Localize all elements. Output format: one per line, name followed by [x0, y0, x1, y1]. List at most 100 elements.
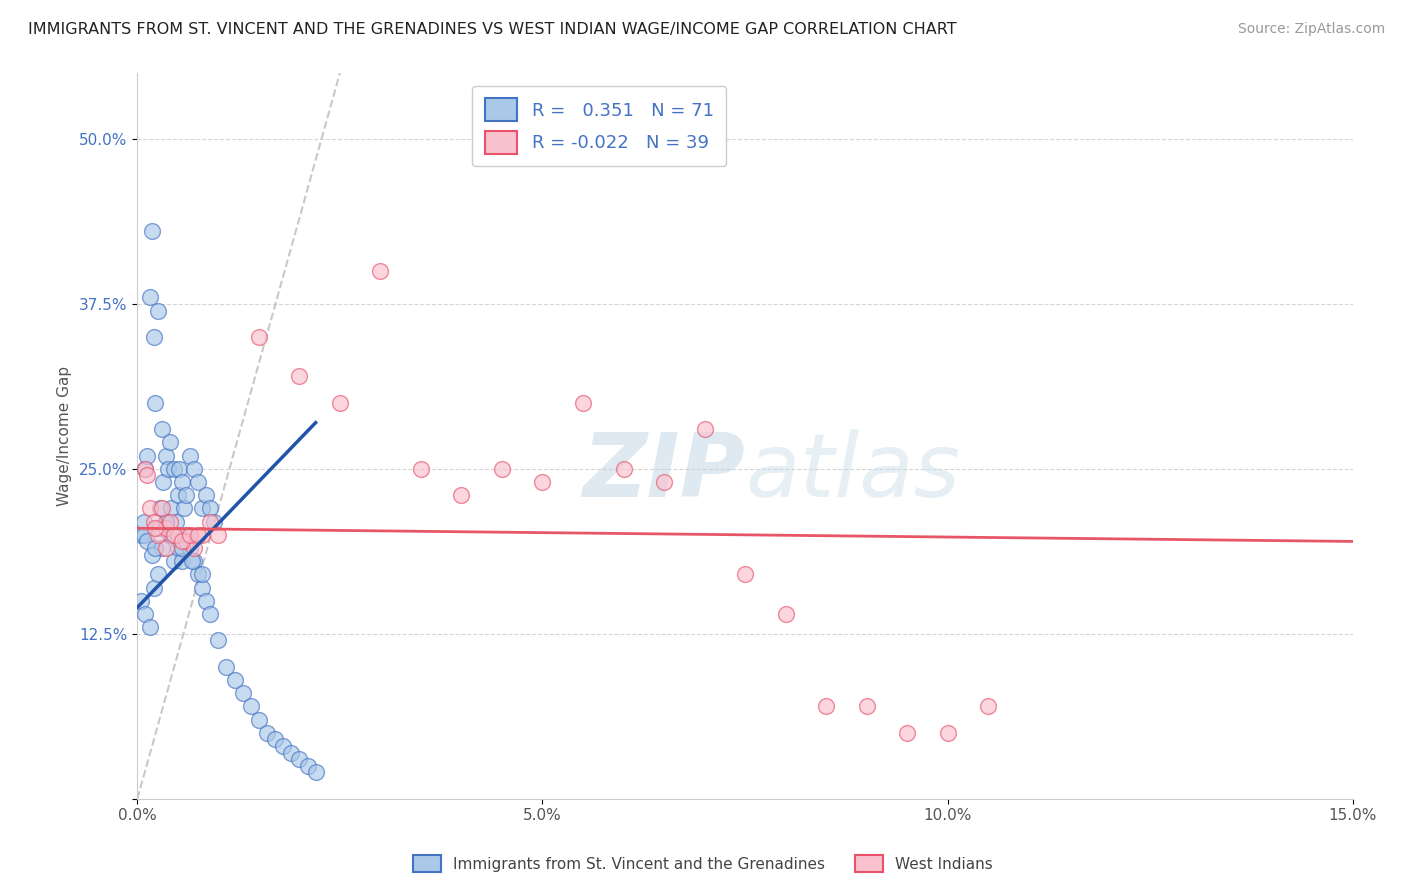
Point: [215, 660, 238, 674]
Point: [165, 515, 187, 529]
Point: [187, 475, 209, 489]
Point: [181, 554, 204, 568]
Point: [202, 515, 225, 529]
Point: [304, 765, 326, 780]
Point: [174, 534, 197, 549]
Point: [191, 581, 214, 595]
Point: [191, 528, 214, 542]
Text: IMMIGRANTS FROM ST. VINCENT AND THE GRENADINES VS WEST INDIAN WAGE/INCOME GAP CO: IMMIGRANTS FROM ST. VINCENT AND THE GREN…: [28, 22, 956, 37]
Legend: Immigrants from St. Vincent and the Grenadines, West Indians: Immigrants from St. Vincent and the Gren…: [405, 847, 1001, 880]
Point: [531, 475, 554, 489]
Point: [150, 501, 173, 516]
Point: [207, 633, 229, 648]
Legend: R =   0.351   N = 71, R = -0.022   N = 39: R = 0.351 N = 71, R = -0.022 N = 39: [472, 86, 727, 166]
Point: [142, 515, 165, 529]
Point: [179, 528, 201, 542]
Point: [200, 607, 222, 621]
Point: [224, 673, 246, 687]
Point: [329, 396, 352, 410]
Point: [134, 462, 156, 476]
Point: [131, 594, 153, 608]
Point: [132, 515, 155, 529]
Point: [138, 620, 160, 634]
Point: [143, 396, 166, 410]
Point: [167, 541, 190, 555]
Point: [200, 515, 222, 529]
Point: [207, 528, 229, 542]
Point: [155, 515, 177, 529]
Point: [149, 521, 172, 535]
Point: [187, 567, 209, 582]
Point: [297, 758, 319, 772]
Point: [170, 554, 193, 568]
Point: [167, 528, 190, 542]
Y-axis label: Wage/Income Gap: Wage/Income Gap: [58, 366, 72, 506]
Point: [936, 725, 959, 739]
Point: [195, 488, 218, 502]
Point: [146, 303, 169, 318]
Text: atlas: atlas: [745, 429, 960, 516]
Point: [136, 449, 159, 463]
Point: [174, 488, 197, 502]
Point: [174, 528, 197, 542]
Point: [163, 528, 186, 542]
Point: [141, 224, 163, 238]
Point: [155, 521, 177, 535]
Point: [167, 488, 190, 502]
Point: [179, 449, 201, 463]
Point: [409, 462, 432, 476]
Point: [191, 567, 214, 582]
Point: [977, 699, 1000, 714]
Point: [200, 501, 222, 516]
Point: [134, 462, 156, 476]
Point: [264, 732, 287, 747]
Text: Source: ZipAtlas.com: Source: ZipAtlas.com: [1237, 22, 1385, 37]
Point: [170, 534, 193, 549]
Point: [160, 501, 183, 516]
Point: [146, 567, 169, 582]
Point: [152, 475, 174, 489]
Point: [256, 725, 278, 739]
Point: [142, 581, 165, 595]
Point: [693, 422, 716, 436]
Point: [187, 528, 209, 542]
Point: [143, 541, 166, 555]
Point: [652, 475, 675, 489]
Point: [183, 541, 205, 555]
Point: [160, 528, 183, 542]
Point: [370, 264, 392, 278]
Point: [179, 541, 201, 555]
Point: [247, 713, 270, 727]
Point: [142, 330, 165, 344]
Point: [134, 607, 156, 621]
Point: [734, 567, 756, 582]
Point: [612, 462, 634, 476]
Point: [775, 607, 797, 621]
Point: [150, 541, 173, 555]
Point: [136, 534, 159, 549]
Point: [149, 501, 172, 516]
Point: [450, 488, 472, 502]
Point: [855, 699, 877, 714]
Point: [271, 739, 294, 753]
Point: [138, 290, 160, 304]
Point: [146, 528, 169, 542]
Point: [163, 554, 186, 568]
Point: [155, 449, 177, 463]
Point: [170, 475, 193, 489]
Point: [131, 528, 153, 542]
Point: [155, 515, 177, 529]
Point: [247, 330, 270, 344]
Point: [232, 686, 254, 700]
Point: [169, 462, 191, 476]
Text: ZIP: ZIP: [582, 429, 745, 516]
Point: [239, 699, 262, 714]
Point: [157, 462, 180, 476]
Point: [163, 462, 186, 476]
Point: [138, 501, 160, 516]
Point: [288, 369, 311, 384]
Point: [159, 515, 181, 529]
Point: [896, 725, 918, 739]
Point: [195, 594, 218, 608]
Point: [159, 528, 181, 542]
